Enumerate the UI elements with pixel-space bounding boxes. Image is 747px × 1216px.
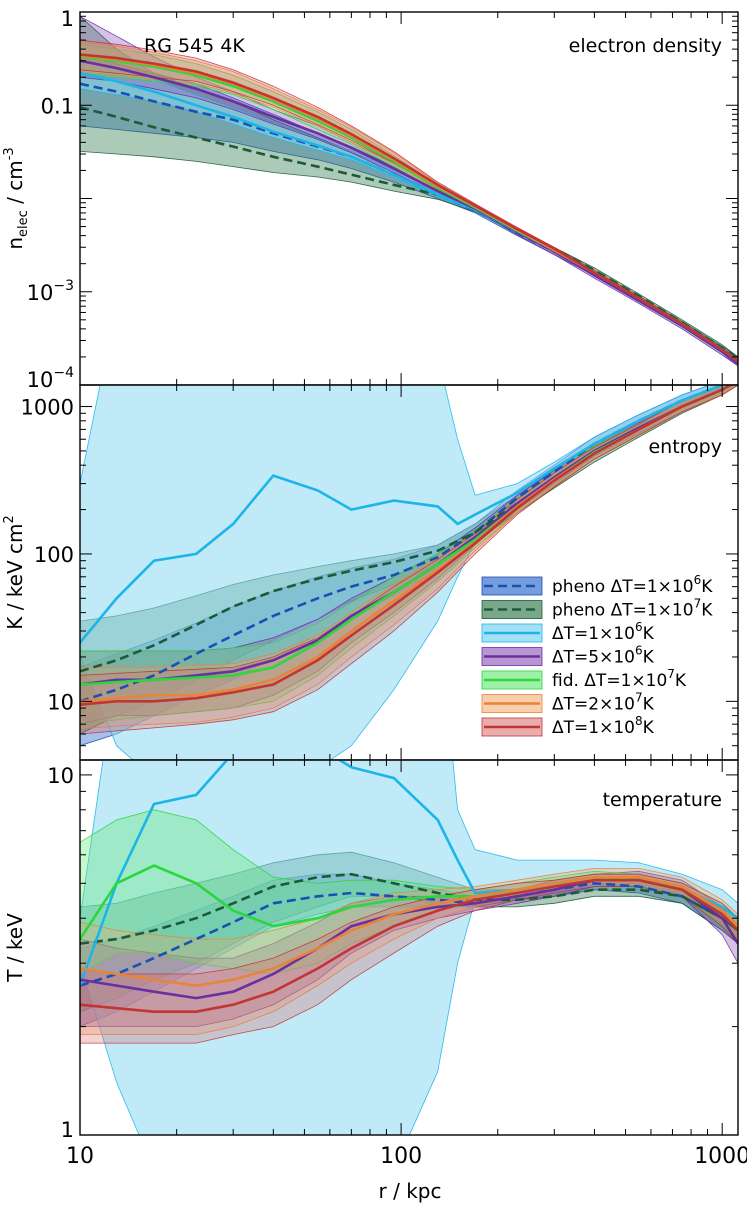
- y-tick-label: 10: [47, 764, 74, 788]
- y-tick-label: 1000: [21, 396, 74, 420]
- y-tick-label: 10−3: [27, 278, 74, 305]
- band-pheno1e7: [80, 15, 738, 365]
- panel-entropy-plot-area: [80, 385, 738, 760]
- legend-label: ΔT=1×106K: [552, 620, 655, 644]
- panel-title: entropy: [648, 436, 722, 458]
- band-dT2e7: [80, 385, 738, 730]
- legend-label: fid. ΔT=1×107K: [552, 667, 687, 691]
- band-dT1e8: [80, 39, 738, 365]
- line-dT1e8: [80, 878, 738, 1013]
- run-label: RG 545 4K: [144, 35, 245, 57]
- legend-entry-dT1e6: ΔT=1×106K: [481, 620, 655, 644]
- band-dT1e6: [80, 60, 738, 365]
- legend-label: pheno ΔT=1×106K: [552, 573, 713, 597]
- panel-electron-density-plot-area: [80, 15, 738, 367]
- y-tick-label: 10−4: [27, 365, 74, 392]
- line-dT1e8: [80, 53, 738, 363]
- band-dT1e6: [80, 760, 738, 1135]
- x-tick-label: 1000: [694, 1144, 747, 1169]
- y-tick-label: 10: [47, 690, 74, 714]
- legend-label: pheno ΔT=1×107K: [552, 597, 713, 621]
- x-axis-label: r / kpc: [379, 1179, 442, 1203]
- x-tick-label: 100: [380, 1144, 422, 1169]
- y-tick-label: 1: [61, 7, 74, 31]
- line-dT2e7: [80, 875, 738, 987]
- line-pheno1e7: [80, 872, 738, 945]
- y-tick-label: 0.1: [41, 94, 74, 118]
- band-dT1e8: [80, 385, 738, 735]
- y-axis-label: nelec / cm-3: [2, 147, 31, 249]
- band-dT1e6: [80, 385, 732, 760]
- legend-entry-pheno1e7: pheno ΔT=1×107K: [481, 597, 713, 621]
- legend-label: ΔT=2×107K: [552, 691, 655, 715]
- legend-entry-dT1e8: ΔT=1×108K: [481, 714, 655, 738]
- line-dT1e6: [80, 385, 725, 644]
- legend-label: ΔT=5×106K: [552, 644, 655, 668]
- y-tick-label: 100: [34, 543, 74, 567]
- legend-label: ΔT=1×108K: [552, 714, 655, 738]
- band-dT5e6: [80, 385, 738, 725]
- y-tick-label: 1: [61, 1118, 74, 1142]
- panel-title: temperature: [603, 789, 722, 811]
- line-pheno1e7: [80, 106, 738, 361]
- line-dT5e6: [80, 59, 738, 365]
- panel-frame: [79, 759, 739, 1136]
- y-axis-label: K / keV cm2: [2, 515, 27, 630]
- legend-entry-dT2e7: ΔT=2×107K: [481, 691, 655, 715]
- legend-entry-fid1e7: fid. ΔT=1×107K: [481, 667, 687, 691]
- y-axis-label: T / keV: [3, 913, 27, 983]
- panel-temperature-plot-area: [80, 760, 738, 1135]
- x-tick-label: 10: [66, 1144, 94, 1169]
- panel-title: electron density: [569, 35, 722, 57]
- legend-entry-pheno1e6: pheno ΔT=1×106K: [481, 573, 713, 597]
- legend-entry-dT5e6: ΔT=5×106K: [481, 644, 655, 668]
- line-dT1e8: [80, 385, 733, 706]
- band-fid1e7: [80, 385, 738, 725]
